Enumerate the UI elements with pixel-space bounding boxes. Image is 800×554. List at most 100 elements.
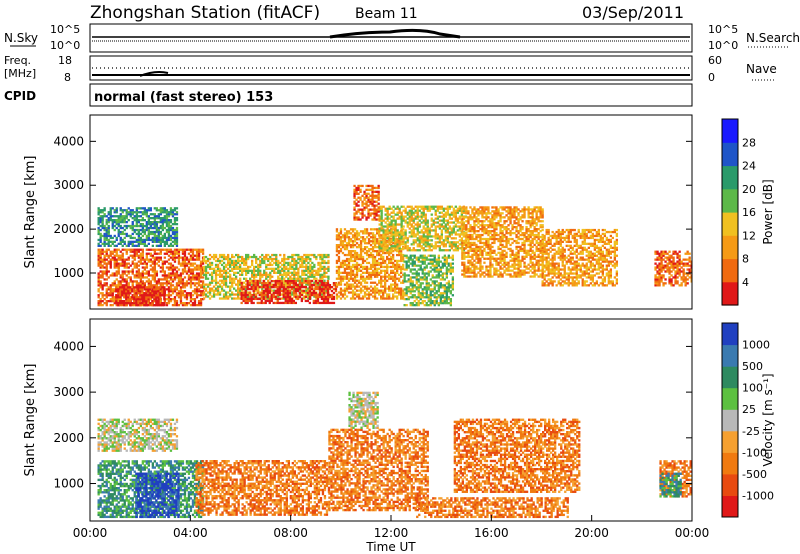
power-cell: [458, 227, 462, 230]
power-cell: [417, 290, 420, 293]
power-cell: [390, 231, 393, 234]
power-cell: [218, 273, 222, 276]
power-cell: [187, 294, 191, 297]
power-heatmap: [97, 184, 692, 307]
power-cell: [378, 247, 381, 250]
power-cell: [436, 217, 440, 220]
power-cell: [227, 261, 230, 265]
power-cell: [133, 294, 136, 297]
power-cell: [284, 301, 287, 305]
power-cell: [103, 213, 106, 216]
power-cell: [404, 207, 407, 210]
power-cell: [310, 280, 314, 283]
power-cell: [279, 273, 282, 276]
power-cell: [99, 248, 102, 251]
power-cell: [165, 238, 169, 242]
power-cell: [125, 224, 128, 228]
power-cell: [392, 250, 395, 253]
power-cell: [177, 292, 181, 295]
power-cell: [277, 261, 280, 265]
power-cell: [123, 221, 126, 224]
power-cell: [195, 264, 199, 267]
power-cell: [449, 290, 453, 293]
power-cell: [407, 274, 410, 277]
power-cell: [303, 295, 306, 298]
power-cell: [386, 275, 389, 278]
power-cell: [463, 255, 466, 258]
power-cell: [173, 260, 177, 263]
power-cell: [123, 240, 126, 243]
power-cell: [444, 239, 448, 242]
power-cell: [157, 280, 161, 283]
power-cell: [99, 252, 102, 255]
power-cell: [322, 293, 326, 297]
power-cell: [271, 275, 274, 278]
power-cell: [277, 277, 280, 280]
power-cell: [322, 291, 326, 295]
power-cell: [173, 242, 177, 245]
power-cell: [423, 278, 426, 281]
power-cell: [115, 284, 118, 287]
power-cell: [449, 266, 453, 269]
power-cell: [175, 240, 179, 243]
power-cell: [269, 285, 272, 288]
power-cell: [175, 274, 179, 277]
power-cell: [222, 277, 226, 280]
power-cell: [185, 264, 189, 267]
power-cell: [396, 217, 399, 220]
power-cell: [149, 213, 153, 216]
power-cell: [429, 298, 432, 301]
power-cell: [412, 227, 415, 230]
power-cell: [446, 249, 450, 252]
power-cell: [165, 298, 169, 301]
power-cell: [109, 244, 112, 247]
power-cell: [314, 286, 318, 289]
power-cell: [384, 287, 387, 290]
power-cell: [460, 211, 464, 214]
power-cell: [384, 233, 387, 236]
power-cell: [183, 264, 187, 267]
power-cell: [149, 268, 153, 271]
power-cell: [214, 279, 218, 282]
power-cell: [427, 272, 430, 275]
power-cell: [469, 243, 472, 247]
power-cell: [153, 284, 157, 287]
power-cell: [382, 205, 385, 208]
power-cell: [304, 280, 308, 283]
power-cell: [355, 295, 359, 298]
power-cell: [390, 255, 393, 259]
power-cell: [139, 223, 143, 226]
power-cell: [139, 236, 143, 240]
power-cell: [315, 255, 318, 259]
power-cell: [426, 219, 429, 222]
power-cell: [101, 215, 104, 218]
power-cell: [153, 224, 157, 228]
power-cell: [373, 259, 377, 263]
power-cell: [321, 253, 324, 257]
power-cell: [330, 293, 334, 297]
power-cell: [429, 278, 432, 281]
power-cell: [135, 294, 139, 297]
power-cell: [463, 275, 466, 278]
power-cell: [262, 301, 265, 305]
power-cell: [212, 253, 216, 257]
power-cell: [244, 295, 247, 299]
power-cell: [410, 215, 413, 218]
power-cell: [378, 240, 381, 243]
power-cell: [390, 271, 393, 274]
power-cell: [135, 296, 138, 299]
power-cell: [406, 241, 409, 244]
power-cell: [424, 223, 427, 226]
power-cell: [303, 253, 306, 257]
power-cell: [113, 260, 116, 263]
power-cell: [434, 245, 437, 248]
power-cell: [359, 255, 363, 259]
power-cell: [369, 251, 373, 255]
power-cell: [210, 289, 214, 292]
power-cell: [145, 254, 149, 257]
power-cell: [222, 253, 226, 257]
power-cell: [151, 294, 154, 297]
power-cell: [414, 239, 417, 242]
power-cell: [214, 263, 218, 267]
power-cell: [415, 270, 418, 273]
